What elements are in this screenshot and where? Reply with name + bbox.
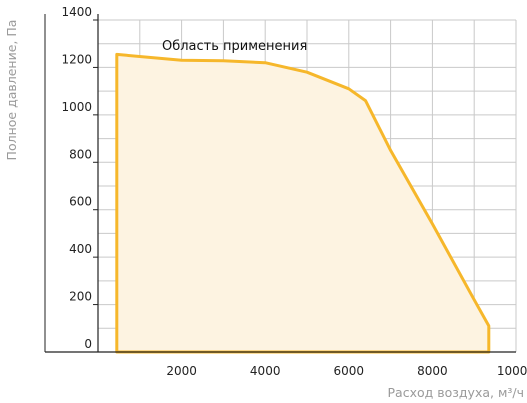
y-tick-labels: 0 200 400 600 800 1000 1200 1400 xyxy=(61,5,92,351)
x-tick-label: 4000 xyxy=(250,364,281,378)
y-tick-label: 800 xyxy=(69,147,92,161)
axes xyxy=(44,14,516,353)
x-axis-title: Расход воздуха, м³/ч xyxy=(388,385,524,400)
x-tick-label: 8000 xyxy=(417,364,448,378)
application-area-boundary xyxy=(115,52,491,354)
x-tick-label: 10000 xyxy=(497,364,527,378)
y-tick-label: 200 xyxy=(69,290,92,304)
y-tick-label: 600 xyxy=(69,195,92,209)
x-tick-labels: 2000 4000 6000 8000 10000 xyxy=(166,364,527,378)
x-tick-label: 6000 xyxy=(334,364,365,378)
y-axis-title: Полное давление, Па xyxy=(4,20,19,161)
y-tick-label: 400 xyxy=(69,242,92,256)
y-tick-label: 1200 xyxy=(61,52,92,66)
application-area xyxy=(116,54,489,353)
y-tick-label: 0 xyxy=(84,337,92,351)
y-tick-label: 1400 xyxy=(61,5,92,19)
y-tick-label: 1000 xyxy=(61,100,92,114)
area-annotation: Область применения xyxy=(162,39,307,54)
x-tick-label: 2000 xyxy=(166,364,197,378)
